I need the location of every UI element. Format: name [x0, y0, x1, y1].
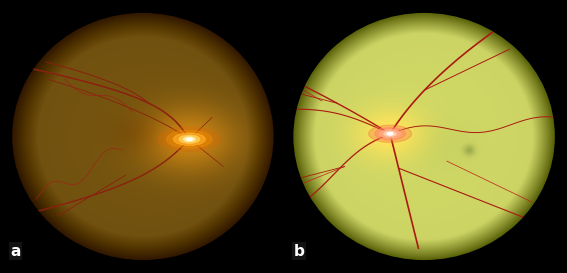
Ellipse shape [375, 128, 405, 140]
Ellipse shape [8, 9, 278, 264]
Ellipse shape [380, 130, 400, 138]
Ellipse shape [369, 125, 412, 143]
Ellipse shape [387, 133, 393, 135]
Text: b: b [294, 244, 304, 259]
Ellipse shape [384, 131, 396, 136]
Ellipse shape [187, 138, 192, 140]
Ellipse shape [179, 135, 200, 143]
Ellipse shape [174, 133, 205, 145]
Ellipse shape [184, 137, 195, 141]
Ellipse shape [158, 127, 221, 151]
Ellipse shape [167, 130, 212, 148]
Text: a: a [10, 244, 20, 259]
